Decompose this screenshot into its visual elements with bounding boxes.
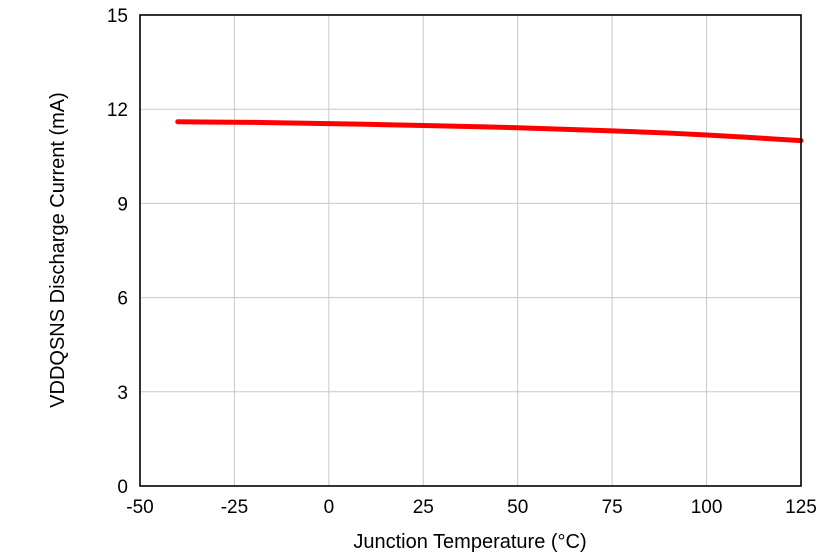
x-tick-label: -50: [126, 497, 153, 518]
x-tick-label: 25: [413, 497, 434, 518]
x-tick-label: 100: [691, 497, 723, 518]
x-tick-label: 75: [602, 497, 623, 518]
y-tick-label: 3: [117, 383, 128, 404]
data-series: [175, 119, 804, 144]
x-tick-label: -25: [221, 497, 248, 518]
x-axis-label: Junction Temperature (°C): [353, 531, 586, 553]
gridlines: [140, 15, 801, 486]
y-tick-label: 6: [117, 289, 128, 310]
plot-border: [139, 14, 802, 487]
tick-labels: -50 -25 0 25 50 75 100 125 0 3 6 9 12 15: [107, 6, 817, 518]
y-axis-label: VDDQSNS Discharge Current (mA): [47, 92, 69, 408]
x-tick-label: 0: [324, 497, 335, 518]
series-line: [175, 119, 804, 144]
x-tick-label: 125: [785, 497, 817, 518]
x-tick-label: 50: [507, 497, 528, 518]
y-tick-label: 0: [117, 477, 128, 498]
y-tick-label: 9: [117, 194, 128, 215]
y-tick-label: 12: [107, 100, 128, 121]
y-tick-label: 15: [107, 6, 128, 27]
